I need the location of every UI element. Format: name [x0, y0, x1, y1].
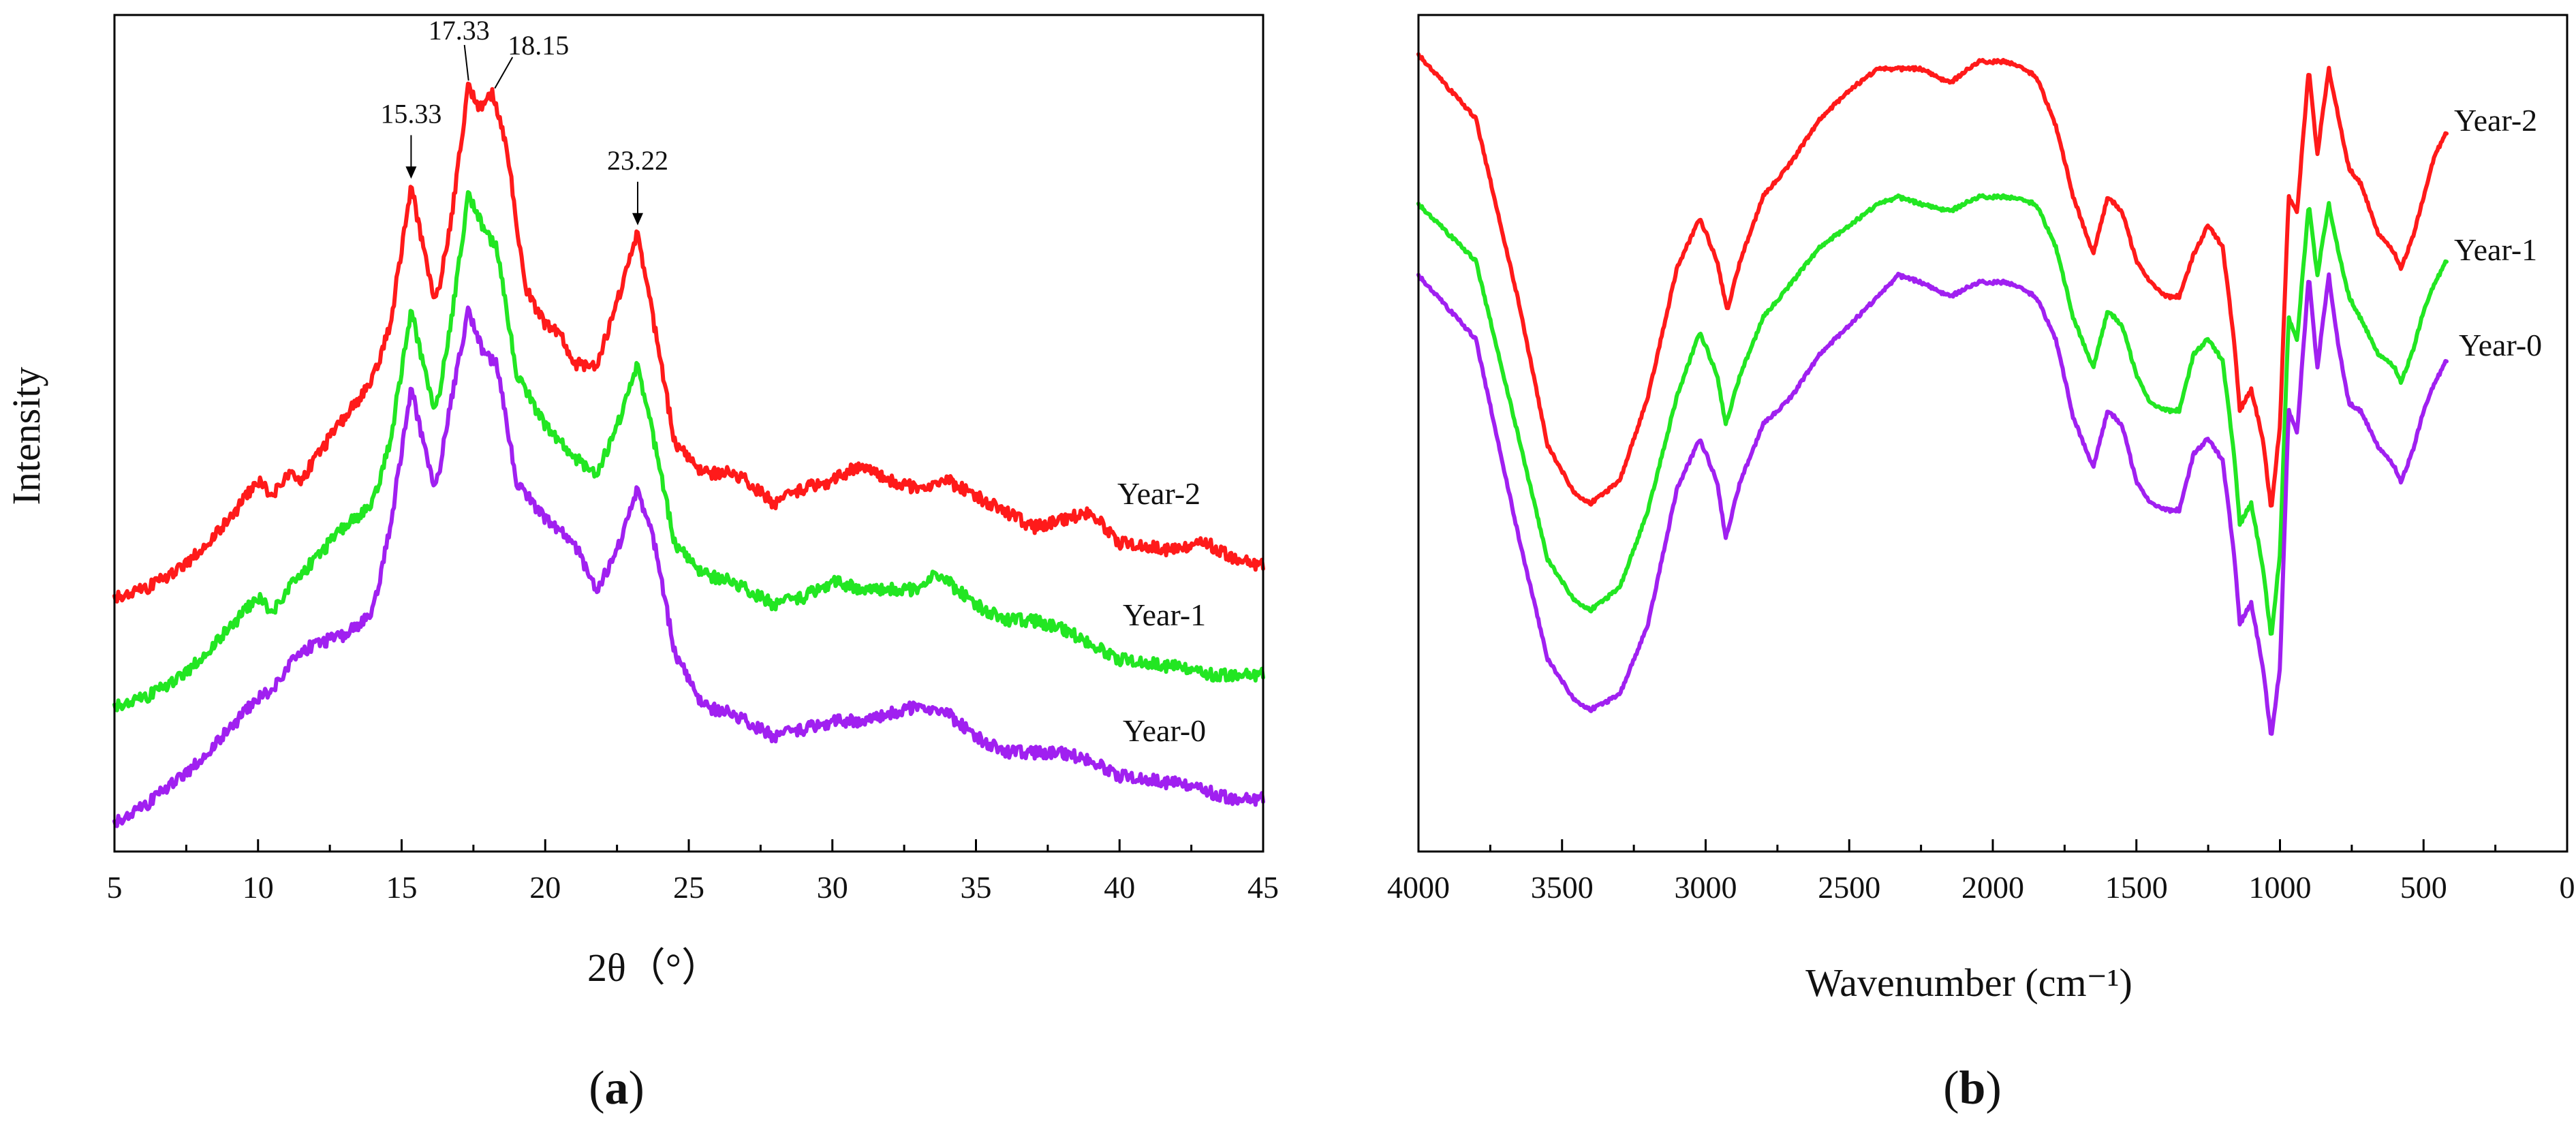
- panel-a-label-year-0: Year-0: [1123, 713, 1206, 748]
- panel-a-series-year-2: [112, 81, 1265, 604]
- panel-a-letter: a: [605, 1062, 629, 1114]
- panel-a-label-year-2: Year-2: [1117, 476, 1200, 511]
- panel-b-series-year-2: [1416, 52, 2449, 508]
- panel-a-series-year-0: [112, 305, 1265, 828]
- panel-a-label: (a): [589, 1062, 645, 1114]
- panel-b-plot-frame: [1417, 14, 2569, 853]
- panel-b-series-year-1: [1416, 193, 2449, 636]
- panel-a-series-year-1: [112, 190, 1265, 713]
- panel-b-label-year-0: Year-0: [2459, 328, 2542, 362]
- panel-a-x-axis-title: 2θ（°）: [587, 946, 721, 990]
- panel-a-plot-frame: [113, 14, 1264, 853]
- panel-b-label-year-1: Year-1: [2454, 232, 2537, 267]
- peak-leader-17.33: [463, 44, 469, 81]
- panel-a-x-tick-label: 30: [817, 870, 848, 905]
- panel-a-x-tick-label: 20: [529, 870, 561, 905]
- peak-label-15.33: 15.33: [380, 98, 441, 129]
- peak-label-23.22: 23.22: [607, 145, 668, 176]
- panel-b-x-axis-title: Wavenumber (cm⁻¹): [1805, 961, 2132, 1005]
- panel-b-label-year-2: Year-2: [2454, 103, 2537, 138]
- panel-b-series-year-0: [1416, 271, 2449, 736]
- panel-a-x-tick-label: 45: [1247, 870, 1279, 905]
- peak-label-17.33: 17.33: [429, 15, 490, 46]
- panel-a-x-tick-label: 35: [961, 870, 992, 905]
- panel-b: 4000 3500 3000 2500 2000 1500 1000 500 0 Wavenum…: [1387, 14, 2575, 1114]
- panel-a-x-ticks: 5 10 15 20 25 30 35 40 45: [107, 839, 1279, 905]
- panel-a: 15.33 17.33 18.15 23.22 5 10 15 20 25 30 35 40 45 I…: [4, 14, 1279, 1114]
- panel-a-x-tick-label: 15: [386, 870, 418, 905]
- panel-a-x-tick-label: 40: [1104, 870, 1135, 905]
- panel-b-x-tick-label: 500: [2400, 870, 2447, 905]
- peak-label-18.15: 18.15: [508, 30, 569, 61]
- panel-a-label-year-1: Year-1: [1123, 597, 1206, 632]
- panel-a-y-axis-title: Intensity: [4, 367, 48, 505]
- panel-b-x-tick-label: 2000: [1961, 870, 2024, 905]
- peak-arrow-head-23.22: [632, 213, 643, 225]
- panel-b-label: (b): [1943, 1062, 2002, 1114]
- panel-b-x-tick-label: 1000: [2249, 870, 2312, 905]
- panel-a-curves: [112, 81, 1265, 828]
- panel-b-x-tick-label: 1500: [2105, 870, 2168, 905]
- panel-a-x-tick-label: 10: [243, 870, 274, 905]
- panel-b-curves: [1416, 52, 2449, 736]
- panel-b-x-tick-label: 3000: [1675, 870, 1737, 905]
- panel-b-letter: b: [1959, 1062, 1986, 1114]
- panel-b-x-ticks: 4000 3500 3000 2500 2000 1500 1000 500 0: [1387, 839, 2575, 905]
- peak-arrow-head-15.33: [405, 166, 417, 179]
- peak-leader-18.15: [494, 57, 514, 89]
- panel-b-x-tick-label: 0: [2560, 870, 2575, 905]
- panel-b-x-tick-label: 4000: [1387, 870, 1450, 905]
- panel-a-x-tick-label: 25: [673, 870, 704, 905]
- panel-a-peak-annotations: 15.33 17.33 18.15 23.22: [380, 15, 668, 225]
- panel-b-x-tick-label: 2500: [1818, 870, 1880, 905]
- panel-a-x-tick-label: 5: [107, 870, 123, 905]
- panel-b-x-tick-label: 3500: [1531, 870, 1594, 905]
